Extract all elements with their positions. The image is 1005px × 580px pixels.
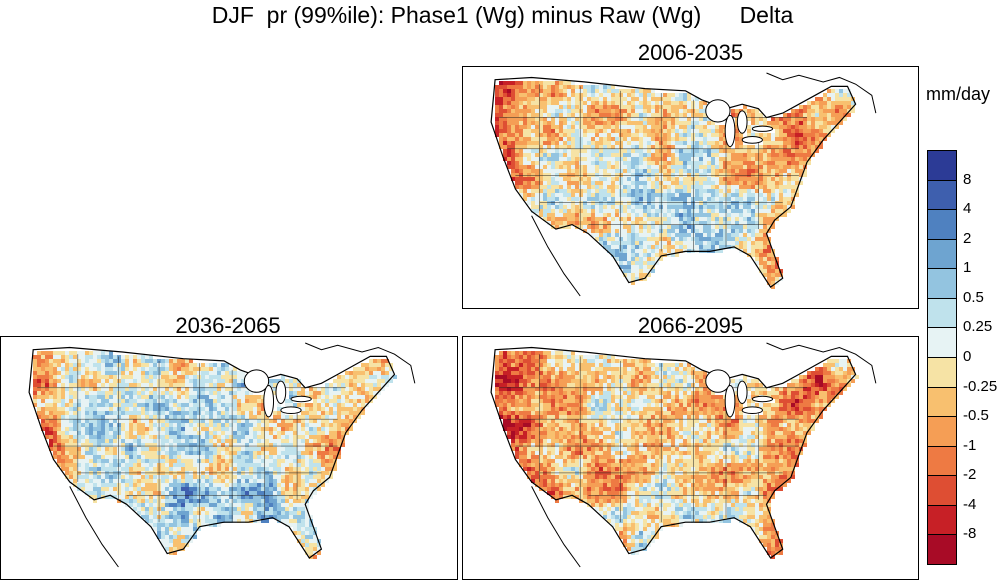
colorbar-tick-label: -0.25 bbox=[963, 377, 998, 395]
great-lake bbox=[736, 380, 748, 404]
colorbar-swatch bbox=[927, 357, 957, 388]
mexico-coastline bbox=[531, 215, 581, 297]
map-2066-2095 bbox=[490, 342, 877, 568]
mexico-coastline bbox=[69, 486, 119, 568]
canada-coastline bbox=[766, 72, 877, 114]
great-lake bbox=[280, 406, 302, 415]
great-lake bbox=[275, 380, 287, 404]
colorbar-swatch bbox=[927, 534, 957, 565]
colorbar-tick-label: 2 bbox=[963, 229, 972, 247]
great-lake bbox=[751, 395, 774, 403]
colorbar-swatch bbox=[927, 445, 957, 477]
map-2036-2065 bbox=[28, 342, 416, 568]
colorbar-swatch bbox=[927, 179, 957, 211]
panel-title-2006-2035: 2006-2035 bbox=[637, 40, 744, 65]
colorbar-tick-label: -2 bbox=[963, 466, 977, 484]
colorbar-swatch bbox=[927, 268, 957, 299]
map-panel-2036-2065 bbox=[0, 336, 458, 580]
colorbar-swatch bbox=[927, 416, 957, 447]
great-lake bbox=[263, 385, 275, 418]
figure-title: DJF pr (99%ile): Phase1 (Wg) minus Raw (… bbox=[211, 2, 794, 28]
state-boundaries bbox=[499, 354, 807, 523]
canada-coastline bbox=[305, 342, 416, 384]
colorbar-swatch bbox=[927, 386, 957, 418]
colorbar-tick-label: -8 bbox=[963, 525, 977, 543]
colorbar-swatch bbox=[927, 475, 957, 506]
panel-title-2066-2095: 2066-2095 bbox=[637, 313, 744, 338]
precip-delta-field bbox=[495, 351, 859, 559]
map-2006-2035 bbox=[490, 72, 877, 297]
colorbar bbox=[927, 150, 957, 565]
colorbar-swatch bbox=[927, 150, 957, 181]
mexico-coastline bbox=[531, 486, 581, 568]
precip-delta-field bbox=[495, 81, 855, 289]
colorbar-tick-label: -4 bbox=[963, 495, 977, 513]
colorbar-swatch bbox=[927, 209, 957, 240]
colorbar-tick-label: 4 bbox=[963, 200, 972, 218]
great-lake bbox=[741, 406, 763, 415]
country-outline bbox=[490, 346, 857, 559]
great-lake bbox=[751, 125, 774, 132]
state-boundaries bbox=[499, 84, 807, 252]
great-lake bbox=[736, 110, 748, 134]
colorbar-tick-label: -0.5 bbox=[963, 407, 989, 425]
great-lake bbox=[741, 136, 763, 144]
colorbar-tick-label: 8 bbox=[963, 170, 972, 188]
great-lake bbox=[290, 395, 312, 403]
colorbar-swatch bbox=[927, 327, 957, 358]
colorbar-units: mm/day bbox=[926, 84, 991, 104]
country-outline bbox=[28, 346, 396, 559]
colorbar-tick-label: 0.25 bbox=[963, 318, 993, 336]
state-boundaries bbox=[37, 354, 346, 523]
colorbar-swatch bbox=[927, 238, 957, 270]
great-lake bbox=[724, 385, 736, 418]
great-lake bbox=[705, 369, 731, 393]
map-panel-2006-2035 bbox=[462, 66, 919, 309]
great-lake bbox=[705, 99, 731, 123]
great-lake bbox=[724, 114, 736, 148]
colorbar-tick-label: 1 bbox=[963, 259, 972, 277]
map-panel-2066-2095 bbox=[462, 336, 919, 580]
panel-title-2036-2065: 2036-2065 bbox=[175, 313, 281, 338]
colorbar-tick-label: -1 bbox=[963, 436, 977, 454]
colorbar-swatch bbox=[927, 504, 957, 536]
great-lake bbox=[243, 369, 270, 393]
colorbar-swatch bbox=[927, 297, 957, 329]
canada-coastline bbox=[766, 342, 877, 384]
precip-delta-field bbox=[33, 351, 397, 559]
colorbar-tick-label: 0 bbox=[963, 348, 972, 365]
country-outline bbox=[490, 76, 857, 288]
colorbar-tick-label: 0.5 bbox=[963, 288, 984, 306]
